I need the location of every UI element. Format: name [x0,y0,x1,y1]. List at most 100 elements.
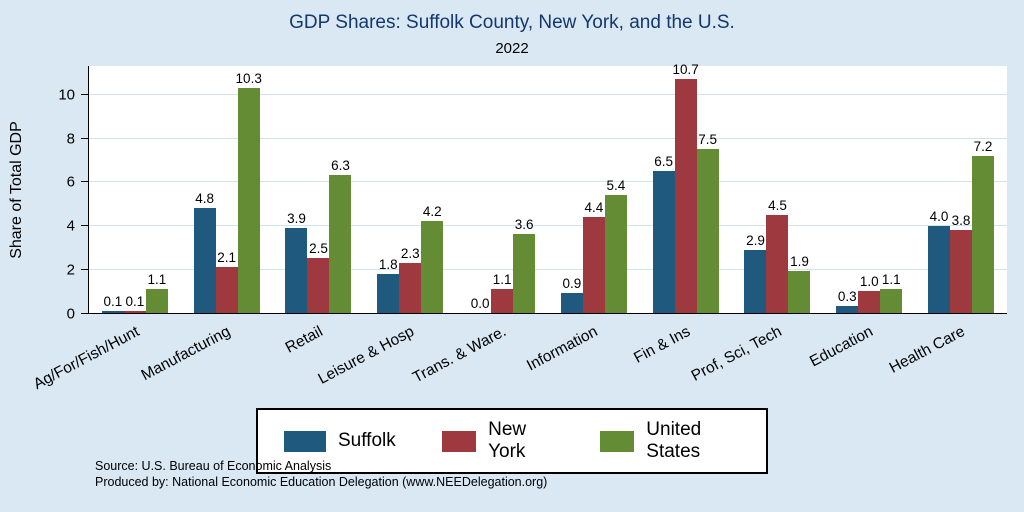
bar-new-york: 2.1 [215,250,238,313]
bar-value-label: 1.1 [881,271,901,287]
source-notes: Source: U.S. Bureau of Economic Analysis… [95,458,547,491]
bar-suffolk: 1.8 [377,257,400,313]
bar-value-label: 1.8 [378,256,398,272]
bar-value-label: 4.8 [195,191,215,207]
bar-value-label: 10.7 [672,62,699,78]
bar-groups: 0.1 0.1 1.1 4.8 2.1 10.3 3.9 2.5 6.3 1.8 2.3 4.2 0.0… [89,62,1007,313]
bar-value-label: 1.9 [790,254,809,270]
y-tick-label: 6 [66,173,75,191]
bar-value-label: 7.5 [698,132,718,148]
bar-value-label: 3.9 [287,210,306,226]
y-tick-label: 2 [66,261,75,279]
bar-value-label: 1.0 [859,274,879,290]
plot-area: 0 2 4 6 8 10 0.1 0.1 1.1 4.8 2.1 10.3 3.9 2.5 6.3 1.8 2.… [58,62,1007,322]
bar-suffolk: 0.9 [560,276,583,313]
bar-value-label: 6.3 [331,158,350,174]
legend-swatch [599,430,635,452]
gridline [89,137,1007,139]
legend-item-united-states: United States [599,419,740,463]
bar-value-label: 0.3 [837,289,857,305]
bar-value-label: 10.3 [235,70,262,86]
x-label-cell: Health Care [887,315,1006,401]
y-tick-mark [81,225,88,227]
bar-united-states: 7.5 [696,132,719,313]
y-tick-mark [81,268,88,270]
bar-value-label: 2.3 [400,245,420,261]
bar-suffolk: 4.0 [928,209,951,313]
bar-group: 6.5 10.7 7.5 [640,62,732,313]
y-tick-label: 4 [66,217,75,235]
bar-value-label: 4.4 [584,199,604,215]
bar-group: 2.9 4.5 1.9 [732,66,824,313]
bar-united-states: 1.1 [880,272,903,313]
bar-value-label: 2.5 [309,241,328,257]
legend-item-suffolk: Suffolk [284,430,396,452]
y-tick-label: 8 [66,130,75,148]
bar-value-label: 1.1 [147,271,167,287]
bar-suffolk: 0.1 [101,294,124,313]
bar-value-label: 3.8 [951,212,971,228]
bar-value-label: 3.6 [514,217,534,233]
bar-value-label: 0.9 [562,276,582,292]
bar-united-states: 10.3 [236,71,262,313]
bar-value-label: 5.4 [606,177,626,193]
x-category-label: Retail [282,323,326,357]
bar-new-york: 10.7 [673,62,699,313]
bar-value-label: 0.1 [103,293,123,309]
y-tick-mark [81,181,88,183]
bar-new-york: 2.5 [307,241,330,313]
bar-group: 0.9 4.4 5.4 [548,66,640,313]
bar-value-label: 0.1 [125,293,145,309]
bar-value-label: 0.0 [470,296,490,311]
bar-value-label: 6.5 [654,153,674,169]
x-category-label: Fin & Ins [630,323,693,367]
bar-value-label: 2.1 [217,250,237,266]
y-tick-mark [81,93,88,95]
bar-suffolk: 0.3 [836,289,859,313]
x-axis-labels: Ag/For/Fish/Hunt Manufacturing Retail Leisu… [30,315,1006,401]
legend-item-new-york: New York [441,419,554,463]
bar-value-label: 4.5 [768,197,787,213]
x-category-label: Ag/For/Fish/Hunt [30,323,142,394]
bar-united-states: 3.6 [513,217,536,313]
y-tick-label: 10 [58,86,75,104]
produced-by-note: Produced by: National Economic Education… [95,475,548,490]
bar-united-states: 5.4 [604,178,627,313]
bar-united-states: 1.1 [145,272,168,313]
legend-swatch [284,430,326,452]
gridline [89,181,1007,183]
bar-new-york: 4.5 [766,198,789,313]
bar-new-york: 1.1 [491,272,514,313]
bar-value-label: 1.1 [492,271,512,287]
bar-group: 4.0 3.8 7.2 [915,66,1007,313]
bar-group: 3.9 2.5 6.3 [273,66,365,313]
bar-united-states: 1.9 [788,254,811,313]
legend-label: New York [488,419,527,462]
y-axis-title-text: Share of Total GDP [8,120,25,259]
chart-title: GDP Shares: Suffolk County, New York, an… [289,12,735,33]
bar-new-york: 2.3 [399,246,422,313]
source-note: Source: U.S. Bureau of Economic Analysis [95,459,332,473]
bar-group: 1.8 2.3 4.2 [364,66,456,313]
bar-new-york: 3.8 [950,213,973,313]
legend: Suffolk New York United States [256,408,768,474]
gridline [89,225,1007,227]
bar-suffolk: 2.9 [744,233,767,313]
gridline [89,268,1007,270]
y-tick-mark [81,312,88,314]
x-label-cell: Information [524,315,639,401]
gridline [89,93,1007,95]
legend-label: Suffolk [338,430,396,451]
bar-suffolk: 4.8 [193,191,216,313]
bar-value-label: 4.0 [929,208,949,224]
bar-group: 0.3 1.0 1.1 [823,66,915,313]
bar-united-states: 7.2 [972,139,995,313]
bar-united-states: 4.2 [421,204,444,313]
chart-subtitle: 2022 [495,40,529,57]
bar-suffolk: 3.9 [285,211,308,313]
bar-value-label: 4.2 [422,204,442,220]
bar-new-york: 4.4 [582,200,605,313]
bar-new-york: 1.0 [858,274,881,313]
legend-label: United States [646,419,702,462]
